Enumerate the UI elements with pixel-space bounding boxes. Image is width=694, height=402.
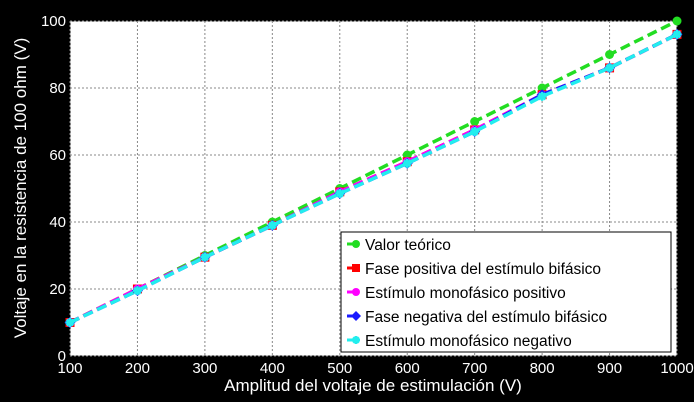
- data-point: [537, 91, 547, 101]
- x-tick-label: 200: [125, 360, 150, 377]
- x-tick-label: 100: [57, 360, 82, 377]
- tick-labels: 100 200 300 400 500 600 700 800 900 1000 0 20 40 60 80…: [41, 13, 694, 377]
- legend-entry: Estímulo monofásico positivo: [347, 285, 566, 302]
- legend-box: [340, 231, 672, 353]
- data-point: [402, 158, 412, 168]
- y-tick-label: 80: [49, 80, 66, 97]
- y-tick-label: 40: [49, 214, 66, 231]
- y-tick-label: 20: [49, 281, 66, 298]
- legend-entry: Fase negativa del estímulo bifásico: [347, 309, 607, 326]
- legend-label: Fase positiva del estímulo bifásico: [365, 261, 601, 278]
- data-point: [605, 50, 615, 59]
- data-point: [672, 16, 682, 26]
- data-point: [335, 189, 345, 199]
- data-point: [352, 264, 360, 272]
- y-tick-label: 0: [58, 348, 66, 365]
- data-point: [351, 311, 361, 321]
- x-tick-label: 300: [192, 360, 217, 377]
- legend-entry: Estímulo monofásico negativo: [347, 333, 572, 350]
- series-line: [69, 32, 678, 325]
- y-axis-label: Voltaje en la resistencia de 100 ohm (V): [11, 38, 30, 339]
- legend-label: Valor teórico: [365, 237, 451, 254]
- data-point: [352, 336, 360, 344]
- data-point: [352, 288, 360, 296]
- legend-label: Estímulo monofásico negativo: [365, 333, 572, 350]
- x-tick-label: 1000: [660, 360, 693, 377]
- x-tick-label: 600: [395, 360, 420, 377]
- series-layer: [64, 16, 683, 328]
- legend-entry: Valor teórico: [347, 237, 451, 254]
- x-tick-label: 400: [260, 360, 285, 377]
- x-tick-label: 700: [462, 360, 487, 377]
- data-point: [470, 117, 480, 126]
- legend-label: Estímulo monofásico positivo: [365, 285, 566, 302]
- data-point: [352, 240, 360, 248]
- data-point: [65, 318, 75, 327]
- data-point: [470, 127, 480, 137]
- data-point: [605, 63, 615, 73]
- x-tick-label: 900: [597, 360, 622, 377]
- y-tick-label: 60: [49, 147, 66, 164]
- series: [65, 29, 682, 327]
- data-point: [267, 220, 277, 230]
- data-point: [672, 29, 682, 39]
- x-axis-label: Amplitud del voltaje de estimulación (V): [224, 376, 522, 395]
- x-tick-label: 500: [327, 360, 352, 377]
- data-point: [132, 286, 142, 296]
- legend: Valor teórico Fase positiva del estímulo …: [340, 231, 672, 353]
- legend-entry: Fase positiva del estímulo bifásico: [347, 261, 601, 278]
- x-tick-label: 800: [530, 360, 555, 377]
- legend-label: Fase negativa del estímulo bifásico: [365, 309, 607, 326]
- y-tick-label: 100: [41, 13, 66, 30]
- data-point: [200, 252, 210, 262]
